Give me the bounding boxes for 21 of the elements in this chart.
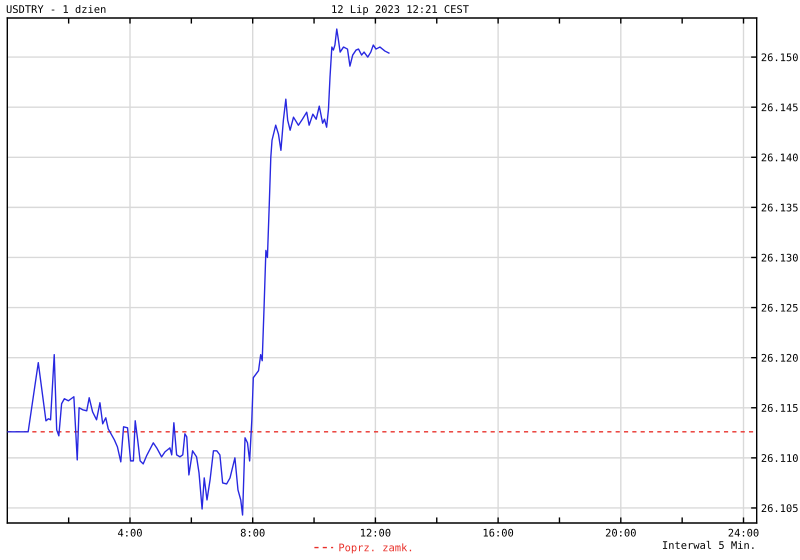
x-tick-label: 12:00	[360, 528, 390, 537]
line-series	[7, 28, 390, 516]
y-tick-label: 26.150	[762, 53, 798, 62]
legend-label: Poprz. zamk.	[339, 543, 412, 554]
y-tick-label: 26.110	[762, 454, 798, 462]
chart-title: USDTRY - 1 dzien	[6, 4, 106, 14]
x-tick-label: 16:00	[484, 528, 514, 537]
text: Interwal 5 Min.	[662, 540, 754, 550]
chart-subtitle: 12 Lip 2023 12:21 CEST	[332, 4, 469, 16]
y-tick-label: 26.140	[762, 154, 798, 162]
y-tick-label: 26.120	[762, 354, 798, 362]
x-tick-label: 20:00	[606, 528, 636, 537]
y-tick-label: 26.125	[762, 304, 798, 312]
y-tick-label: 26.135	[762, 204, 798, 212]
y-tick-label: 26.115	[762, 404, 798, 412]
x-tick-label: 4:00	[118, 528, 142, 537]
y-tick-label: 26.105	[762, 504, 798, 512]
y-tick-label: 26.130	[762, 254, 798, 262]
y-tick-label: 26.145	[762, 103, 798, 112]
x-tick-label: 24:00	[728, 528, 759, 537]
x-tick-label: 8:00	[240, 528, 265, 537]
